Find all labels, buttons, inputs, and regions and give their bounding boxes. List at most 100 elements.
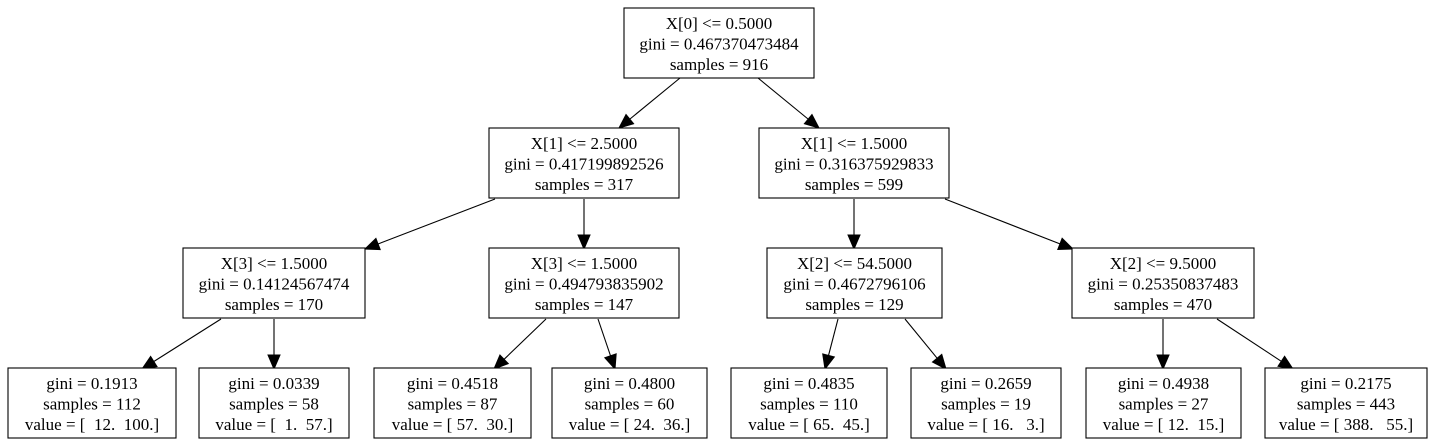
samples-label: samples = 19 — [941, 395, 1031, 414]
arrowhead-icon — [822, 353, 836, 371]
arrowhead-icon — [931, 353, 947, 370]
arrowhead-icon — [140, 355, 158, 370]
edge-n2-n5 — [847, 199, 861, 251]
gini-label: gini = 0.1913 — [46, 374, 137, 393]
edge-n3-n8 — [267, 319, 281, 371]
gini-label: gini = 0.417199892526 — [504, 155, 663, 174]
split-node-n4: X[3] <= 1.5000 gini = 0.494793835902sampl… — [488, 247, 680, 319]
samples-label: samples = 110 — [760, 395, 858, 414]
edge-n4-n10 — [597, 318, 617, 371]
node-box — [766, 247, 943, 319]
edges-layer — [140, 77, 1295, 371]
split-condition-label: X[0] <= 0.5000 — [666, 14, 773, 33]
split-condition-label: X[2] <= 9.5000 — [1110, 254, 1217, 273]
gini-label: gini = 0.494793835902 — [504, 275, 663, 294]
samples-label: samples = 147 — [535, 295, 634, 314]
edge-n1-n4 — [577, 199, 591, 251]
node-box — [730, 367, 888, 439]
arrowhead-icon — [618, 113, 635, 129]
samples-label: samples = 27 — [1119, 395, 1209, 414]
arrowhead-icon — [847, 234, 861, 251]
edge-n0-n1 — [618, 77, 681, 129]
edge-line — [377, 198, 496, 245]
split-node-n1: X[1] <= 2.5000 gini = 0.417199892526sampl… — [488, 127, 680, 199]
value-label: value = [ 12. 100.] — [25, 415, 159, 434]
samples-label: samples = 60 — [585, 395, 675, 414]
split-node-n3: X[3] <= 1.5000 gini = 0.14124567474sample… — [182, 247, 366, 319]
gini-label: gini = 0.2659 — [940, 374, 1031, 393]
node-box — [551, 367, 708, 439]
split-condition-label: X[3] <= 1.5000 — [221, 254, 328, 273]
split-condition-label: X[2] <= 54.5000 — [797, 254, 912, 273]
gini-label: gini = 0.4800 — [584, 374, 675, 393]
samples-label: samples = 317 — [535, 175, 634, 194]
node-box — [623, 7, 815, 79]
value-label: value = [ 57. 30.] — [392, 415, 513, 434]
samples-label: samples = 443 — [1297, 395, 1395, 414]
arrowhead-icon — [363, 237, 381, 251]
node-box — [488, 247, 680, 319]
edge-n1-n3 — [363, 198, 496, 251]
edge-n5-n11 — [822, 318, 839, 371]
gini-label: gini = 0.0339 — [228, 374, 319, 393]
samples-label: samples = 599 — [805, 175, 903, 194]
gini-label: gini = 0.4518 — [407, 374, 498, 393]
samples-label: samples = 129 — [805, 295, 903, 314]
value-label: value = [ 1. 57.] — [215, 415, 332, 434]
edge-n0-n2 — [757, 77, 820, 129]
gini-label: gini = 0.4672796106 — [783, 275, 925, 294]
gini-label: gini = 0.14124567474 — [199, 275, 350, 294]
edge-line — [757, 77, 809, 120]
value-label: value = [ 65. 45.] — [748, 415, 869, 434]
node-box — [1264, 367, 1428, 439]
split-condition-label: X[1] <= 2.5000 — [531, 134, 638, 153]
node-box — [198, 367, 350, 439]
edge-line — [153, 318, 222, 362]
samples-label: samples = 58 — [229, 395, 319, 414]
edge-n2-n6 — [944, 198, 1075, 251]
node-box — [910, 367, 1062, 439]
gini-label: gini = 0.4938 — [1118, 374, 1209, 393]
arrowhead-icon — [267, 354, 281, 371]
split-node-n6: X[2] <= 9.5000 gini = 0.25350837483sample… — [1071, 247, 1255, 319]
arrowhead-icon — [1156, 354, 1170, 371]
value-label: value = [ 16. 3.] — [927, 415, 1044, 434]
edge-n6-n13 — [1156, 319, 1170, 371]
arrowhead-icon — [1057, 237, 1075, 251]
gini-label: gini = 0.316375929833 — [774, 155, 933, 174]
value-label: value = [ 388. 55.] — [1279, 415, 1413, 434]
edge-line — [629, 77, 681, 120]
edge-n4-n9 — [493, 318, 547, 370]
samples-label: samples = 112 — [43, 395, 141, 414]
samples-label: samples = 170 — [225, 295, 323, 314]
gini-label: gini = 0.2175 — [1300, 374, 1391, 393]
split-condition-label: X[3] <= 1.5000 — [531, 254, 638, 273]
arrowhead-icon — [603, 353, 617, 371]
edge-line — [597, 318, 612, 356]
split-node-n2: X[1] <= 1.5000 gini = 0.316375929833sampl… — [758, 127, 950, 199]
edge-n3-n7 — [140, 318, 222, 370]
edge-line — [1216, 318, 1282, 362]
value-label: value = [ 24. 36.] — [569, 415, 690, 434]
edge-line — [827, 318, 839, 356]
split-condition-label: X[1] <= 1.5000 — [801, 134, 908, 153]
node-box — [182, 247, 366, 319]
arrowhead-icon — [803, 113, 820, 129]
arrowhead-icon — [493, 354, 510, 370]
gini-label: gini = 0.4835 — [763, 374, 854, 393]
node-box — [488, 127, 680, 199]
samples-label: samples = 87 — [408, 395, 498, 414]
arrowhead-icon — [1277, 355, 1295, 370]
arrowhead-icon — [577, 234, 591, 251]
edge-line — [944, 198, 1061, 245]
